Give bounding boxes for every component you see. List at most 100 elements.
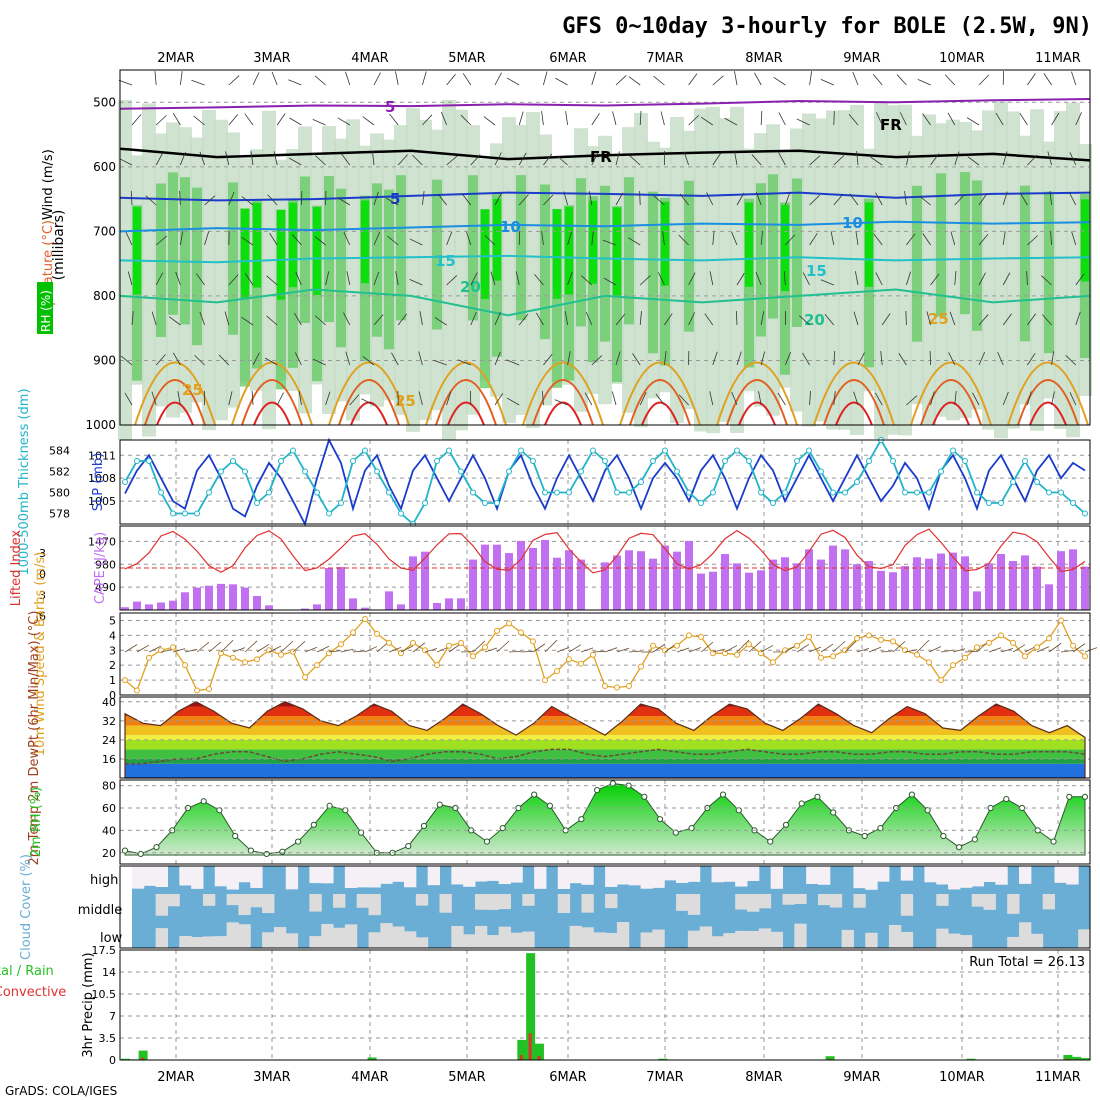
surface-wind-barb [556, 647, 570, 653]
surface-wind-barb [268, 645, 282, 653]
rh-panel-frame [119, 779, 1091, 865]
cape-panel-frame [119, 525, 1091, 611]
cloud-middle-cell [486, 894, 500, 910]
precip-total-bar [534, 1043, 544, 1060]
thickness-point [842, 489, 848, 496]
surface-wind-barb [352, 650, 366, 653]
cloud-high-cell [368, 866, 381, 888]
rh-point [594, 786, 601, 794]
wind-barb [853, 391, 859, 406]
thickness-point [1070, 500, 1076, 506]
wind-barb [785, 234, 796, 246]
wind-barb [833, 391, 836, 406]
wind-barb [1002, 151, 1008, 166]
cloud-low-cell [463, 934, 476, 948]
surface-wind-barb [280, 640, 294, 653]
cloud-low-cell [380, 923, 393, 948]
wind-barb [462, 73, 472, 86]
wind-barb [922, 113, 931, 126]
bottom-date-label: 10MAR [939, 1070, 985, 1085]
surface-wind-barb [340, 648, 354, 653]
wind-barb [534, 273, 544, 286]
isotherm-label: 25 [395, 392, 416, 410]
surface-wind-barb [244, 640, 258, 653]
cloud-high-cell [238, 866, 251, 883]
wind-barb [731, 231, 738, 246]
cloud-middle-cell [983, 894, 996, 910]
cloud-high-cell [1054, 866, 1067, 883]
cloud-high-cell [817, 866, 831, 885]
rh-point [405, 842, 412, 850]
top-date-label: 11MAR [1035, 51, 1081, 66]
precip-tick: 17.5 [92, 944, 117, 957]
wind-barb [543, 153, 553, 166]
wind-speed-point [806, 633, 812, 640]
cloud-high-cell [995, 866, 1008, 885]
cloud-low-cell [841, 929, 854, 948]
cloud-high-cell [214, 866, 228, 887]
isotherm-label: 15 [435, 252, 456, 270]
cloud-high-cell [877, 866, 890, 882]
surface-wind-barb [196, 641, 210, 653]
wind-speed-point [1010, 639, 1016, 646]
li-tick: -3 [35, 547, 46, 560]
surface-wind-barb [880, 650, 894, 653]
wind-barb [824, 313, 835, 326]
thickness-point [770, 500, 776, 506]
wind-barb [731, 391, 738, 406]
wind-speed-point [650, 642, 656, 649]
isotherm-arch-30 [629, 379, 691, 426]
wind-barb [736, 351, 742, 366]
thickness-point [338, 500, 344, 506]
cloud-low-cell [865, 932, 878, 948]
wind-speed-point [770, 659, 776, 666]
thickness-point [698, 500, 704, 506]
wind-barb [373, 314, 384, 326]
wind-barb [1027, 154, 1038, 166]
wind-barb [754, 72, 762, 86]
cloud-high-cell [309, 866, 322, 884]
wind-barb [1019, 192, 1028, 206]
thickness-point [422, 500, 428, 506]
surface-wind-barb [208, 641, 222, 653]
wind-barb [395, 71, 399, 86]
isotherm-label: 25 [182, 381, 203, 399]
wind-barb [418, 391, 423, 406]
cloud-middle-cell [971, 894, 985, 907]
wind-barb [343, 232, 351, 246]
cloud-low-cell [309, 936, 322, 948]
wind-barb [1043, 73, 1052, 86]
surface-wind-barb [724, 645, 738, 653]
cloud-high-cell [226, 866, 239, 890]
cloud-high-cell [1066, 866, 1079, 885]
wind-barb [506, 359, 520, 366]
rh-point [908, 791, 915, 798]
cape-bar [1081, 566, 1089, 610]
wind-barb [978, 193, 988, 206]
wind-barb [849, 193, 859, 206]
cloud-high-cell [581, 866, 594, 885]
cloud-middle-cell [817, 894, 831, 906]
wind-barb [1069, 392, 1077, 406]
thickness-point [194, 510, 200, 517]
rh-mid-band [300, 176, 310, 324]
wind-barb [518, 313, 529, 326]
isotherm-arch-35 [253, 401, 291, 426]
surface-wind-barb [136, 644, 150, 653]
wind-barb [418, 351, 423, 366]
wind-barb [120, 355, 133, 366]
rh-dark-band [865, 202, 873, 287]
wind-barb [556, 155, 568, 166]
wind-barb [664, 313, 673, 326]
surface-wind-barb [916, 639, 930, 653]
wind-barb [802, 272, 810, 286]
surface-wind-barb [568, 644, 582, 653]
wind-barb [494, 72, 502, 86]
wind-barb [639, 190, 641, 206]
cloud-low-cell [415, 937, 429, 948]
rh-point [137, 850, 144, 858]
thickness-point [950, 447, 956, 454]
wind-barb [362, 356, 375, 366]
isotherm-arch-30 [144, 379, 206, 426]
wind-speed-point [470, 653, 476, 660]
